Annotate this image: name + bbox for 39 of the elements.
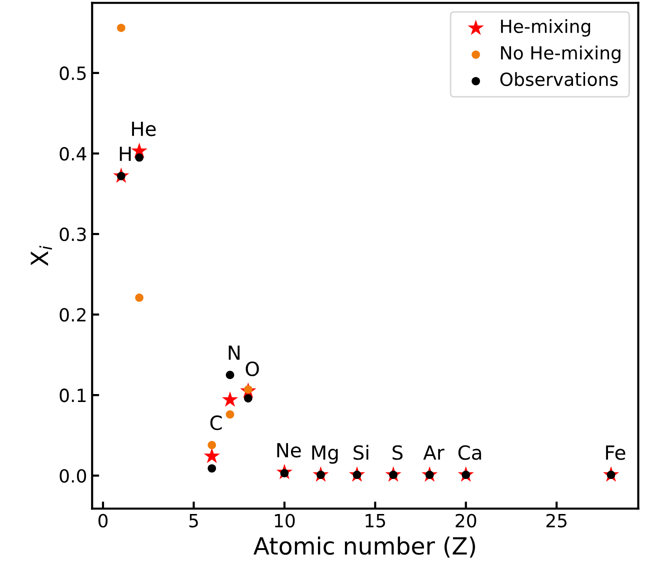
annotation: Ca [458,445,482,460]
point [204,448,220,464]
legend-label: He-mixing [501,19,590,37]
point [116,24,126,32]
annotation: He [132,122,156,136]
annotation: Ne [277,443,301,458]
annotation: Mg [312,445,338,464]
point [226,410,234,419]
legend-label: Observations [500,72,618,86]
point [226,370,234,380]
y-tick-label: 0.1 [60,388,86,402]
legend-label: No He-mixing [501,46,620,64]
y-tick-label: 0.2 [60,308,86,322]
point [208,464,216,473]
x-tick-label: 0 [98,514,108,528]
y-tick-label: 0.5 [60,66,86,80]
annotation: Ar [423,445,444,460]
point [222,391,238,407]
x-axis-title: Atomic number (Z) [254,536,476,558]
annotation: O [246,361,259,376]
x-tick-label: 10 [274,514,295,528]
annotation: N [228,346,240,360]
annotation: S [392,445,403,460]
annotation: C [210,415,222,430]
x-tick-label: 25 [546,514,567,528]
y-tick-label: 0.0 [60,469,86,483]
point [208,440,216,450]
point [244,394,252,402]
y-tick-label: 0.4 [60,146,86,161]
y-axis-title: X$_{i}$ [30,246,52,266]
x-tick-label: 5 [189,514,198,528]
y-tick-label: 0.3 [60,227,86,242]
x-tick-label: 20 [456,514,476,528]
annotation: Fe [606,445,626,460]
x-tick-label: 15 [366,514,386,528]
point [135,153,144,162]
point [135,293,144,302]
annotation: H [120,146,131,161]
annotation: Si [354,444,368,460]
